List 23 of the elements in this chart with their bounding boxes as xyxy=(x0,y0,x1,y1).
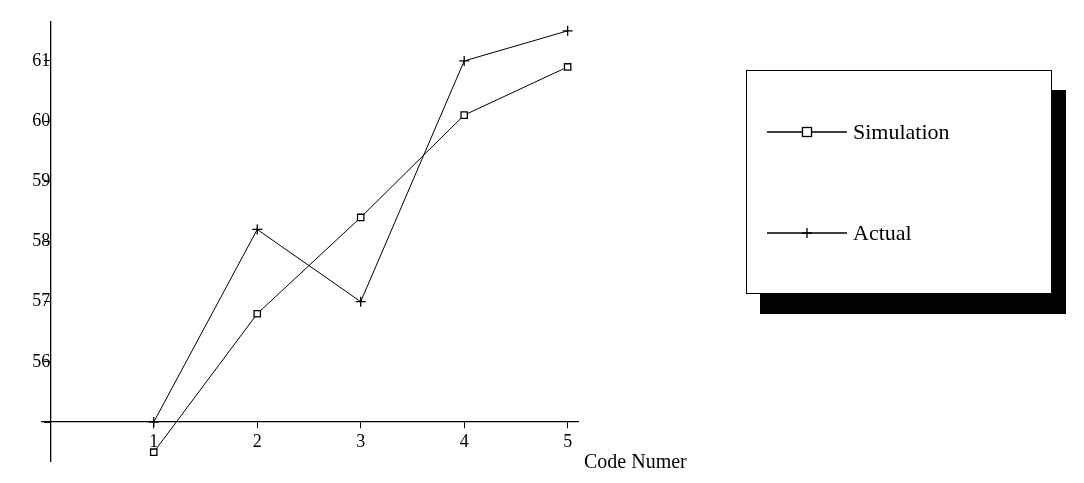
point xyxy=(563,63,572,71)
y-tick-label: 60 xyxy=(32,109,51,130)
y-tick-label: 59 xyxy=(32,170,51,191)
x-tick-label: 2 xyxy=(252,430,262,451)
legend-label: Actual xyxy=(853,219,912,246)
point xyxy=(251,223,263,236)
point xyxy=(562,25,574,37)
x-axis-title: Code Numer xyxy=(584,450,688,473)
x-tick-label: 5 xyxy=(563,430,573,451)
point xyxy=(458,55,470,67)
legend-label: Simulation xyxy=(853,118,950,145)
x-tick-label: 1 xyxy=(149,430,159,451)
point xyxy=(253,309,262,318)
y-tick-label: 56 xyxy=(32,350,51,371)
y-tick-label: 61 xyxy=(32,49,51,70)
point xyxy=(355,296,367,308)
x-tick-label: 4 xyxy=(459,430,469,451)
y-tick-label: 57 xyxy=(32,290,51,311)
x-tick-label: 3 xyxy=(356,430,366,451)
y-tick-label: 58 xyxy=(32,230,51,251)
point xyxy=(460,111,469,119)
point xyxy=(149,448,158,456)
point xyxy=(356,213,365,222)
